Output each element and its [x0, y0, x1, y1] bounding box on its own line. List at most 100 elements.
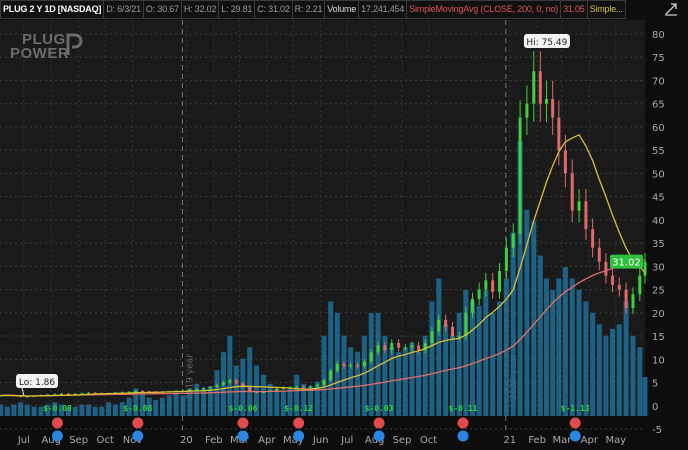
volume-bar: [355, 351, 361, 416]
candle-body: [376, 345, 380, 353]
volume-bar: [550, 289, 556, 416]
volume-bar: [490, 312, 496, 416]
candle-body: [410, 345, 414, 348]
dividend-icon[interactable]: [569, 430, 581, 442]
plug-power-logo: PLUG POWER: [10, 31, 70, 62]
volume-bar: [159, 397, 165, 416]
candle-body: [470, 298, 474, 313]
volume-bar: [531, 221, 537, 416]
volume-bar: [79, 404, 85, 416]
dividend-icon[interactable]: [457, 430, 469, 442]
candle-body: [302, 386, 306, 388]
earnings-icon[interactable]: [569, 417, 581, 429]
volume-bar: [463, 289, 469, 416]
candle-body: [295, 386, 299, 388]
volume-bar: [483, 289, 489, 416]
volume-bar: [436, 278, 442, 416]
dividend-icon[interactable]: [132, 430, 144, 442]
earnings-icon[interactable]: [373, 417, 385, 429]
volume-label[interactable]: Volume: [324, 0, 360, 19]
x-tick-label: Apr: [581, 435, 599, 446]
earnings-icon[interactable]: [237, 417, 249, 429]
candle-body: [491, 280, 495, 292]
candle-body: [248, 387, 252, 392]
open-readout: O: 30.67: [142, 0, 182, 19]
candle-body: [80, 393, 84, 395]
volume-bar: [139, 393, 145, 416]
volume-bar: [72, 406, 78, 416]
candle-body: [349, 364, 353, 367]
candle-body: [643, 261, 647, 276]
volume-bar: [389, 347, 395, 416]
candle-body: [322, 380, 326, 385]
volume-bar: [517, 141, 523, 416]
volume-bar: [24, 404, 30, 416]
earnings-icon[interactable]: [293, 417, 305, 429]
volume-bar: [590, 312, 596, 416]
plug-power-logo-mark: [66, 33, 83, 55]
candle-body: [417, 345, 421, 350]
volume-bar: [92, 406, 98, 416]
volume-bar: [396, 351, 402, 416]
sma-short-study-label[interactable]: Simple...: [586, 0, 626, 19]
candle-body: [577, 201, 581, 211]
sma200-study-label[interactable]: SimpleMovingAvg (CLOSE, 200, 0, no): [406, 0, 562, 19]
x-tick-label: May: [605, 435, 626, 446]
candle-body: [525, 103, 529, 118]
candle-body: [544, 99, 548, 104]
x-tick-label: Jul: [340, 435, 353, 446]
maximize-icon[interactable]: [664, 2, 678, 16]
earnings-value-label: $-1.13: [561, 404, 590, 413]
volume-bar: [503, 278, 509, 416]
y-tick-label: 75: [652, 53, 665, 64]
candle-body: [557, 117, 561, 151]
candle-body: [93, 392, 97, 394]
dividend-icon[interactable]: [237, 430, 249, 442]
volume-bar: [543, 278, 549, 416]
earnings-value-label: $-0.03: [365, 404, 394, 413]
dividend-icon[interactable]: [51, 430, 63, 442]
volume-bar: [328, 301, 334, 416]
volume-bar: [610, 328, 616, 416]
volume-bar: [133, 388, 139, 416]
volume-bar: [416, 351, 422, 416]
candle-body: [538, 71, 542, 104]
candle-body: [617, 284, 621, 290]
x-tick-label: Jun: [312, 435, 329, 446]
y-tick-label: 25: [652, 286, 665, 297]
volume-bar: [52, 402, 58, 416]
volume-bar: [260, 374, 266, 416]
earnings-icon[interactable]: [457, 417, 469, 429]
volume-bar: [194, 383, 200, 416]
earnings-icon[interactable]: [51, 417, 63, 429]
range-readout: R: 2.21: [291, 0, 326, 19]
volume-bar: [0, 404, 4, 416]
x-tick-label: Feb: [528, 435, 546, 446]
volume-bar: [294, 374, 300, 416]
earnings-value-label: $-0.06: [229, 404, 258, 413]
volume-bar: [146, 397, 152, 416]
dividend-icon[interactable]: [293, 430, 305, 442]
volume-bar: [287, 388, 293, 416]
candle-body: [450, 326, 454, 337]
volume-bar: [126, 397, 132, 416]
earnings-value-label: $-0.08: [43, 404, 72, 413]
candle-body: [208, 387, 212, 389]
sma200-line: [0, 258, 646, 397]
volume-bar: [603, 335, 609, 416]
earnings-value-label: $-0.08: [123, 404, 152, 413]
dividend-icon[interactable]: [373, 430, 385, 442]
y-tick-label: 30: [652, 262, 665, 273]
volume-bar: [562, 267, 568, 416]
candle-body: [464, 312, 468, 337]
volume-bar: [45, 404, 51, 416]
volume-bar: [556, 278, 562, 416]
x-tick-label: May: [283, 435, 304, 446]
candle-body: [308, 386, 312, 388]
volume-bar: [227, 335, 233, 416]
candle-body: [484, 280, 488, 290]
candle-body: [215, 384, 219, 388]
earnings-icon[interactable]: [132, 417, 144, 429]
symbol-label[interactable]: PLUG 2 Y 1D [NASDAQ]: [0, 0, 105, 19]
